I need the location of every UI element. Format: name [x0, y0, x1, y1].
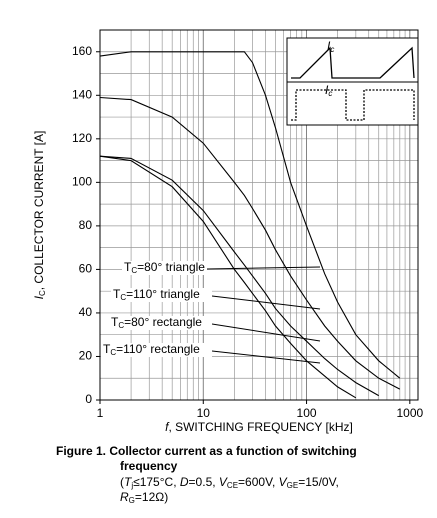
legend-label: =80° rectangle	[124, 315, 202, 329]
y-tick-label: 100	[72, 175, 92, 189]
caption-segment: =600V,	[238, 475, 279, 489]
leader-line	[211, 323, 321, 342]
leader-line	[211, 295, 321, 310]
curve	[99, 155, 357, 399]
y-tick-label: 140	[72, 87, 92, 101]
series-label: TC=110° rectangle	[103, 342, 200, 357]
y-axis-title: IC, COLLECTOR CURRENT [A]	[32, 131, 47, 300]
series-label: TC=80° rectangle	[111, 315, 202, 330]
legend-label: =110° triangle	[126, 287, 200, 301]
caption-segment: V	[219, 475, 228, 489]
x-tick-label: 1	[97, 406, 104, 420]
y-tick-label: 160	[72, 44, 92, 58]
label-symbol: T	[103, 342, 111, 356]
label-symbol: T	[124, 260, 132, 274]
label-bg	[109, 316, 212, 330]
curves	[99, 51, 401, 399]
caption-segment: (	[120, 475, 124, 489]
triangle-wave	[291, 46, 415, 79]
leader-line	[211, 350, 321, 364]
rectangle-wave	[291, 89, 415, 121]
inset-label: Ic	[325, 83, 332, 98]
caption-segment: GE	[287, 481, 299, 490]
x-tick-label: 10	[197, 406, 211, 420]
y-tick-label: 20	[79, 349, 93, 363]
caption-segment: R	[120, 490, 129, 504]
caption-segment: CE	[227, 481, 238, 490]
caption-segment: V	[279, 475, 288, 489]
label-bg	[101, 343, 212, 357]
caption-title: Figure 1. Collector current as a functio…	[56, 444, 357, 458]
legend-label: =80° triangle	[137, 260, 205, 274]
ticks: 0 20 40 60 80 100 120 140 160 1 10 100 1000	[72, 44, 424, 420]
caption-segment: =12Ω)	[135, 490, 168, 504]
curve	[99, 51, 401, 379]
label-bg	[111, 288, 212, 302]
curve	[99, 155, 379, 397]
caption-segment: D	[180, 475, 189, 489]
series-label: TC=80° triangle	[124, 260, 205, 275]
label-sub: C	[131, 266, 137, 275]
y-tick-label: 0	[85, 392, 92, 406]
x-axis-title: f, SWITCHING FREQUENCY [kHz]	[165, 420, 353, 434]
inset-label: Ic	[327, 39, 334, 54]
legend-label: =110° rectangle	[116, 342, 200, 356]
caption-params: (Tj≤175°C, D=0.5, VCE=600V, VGE=15/0V,	[120, 475, 339, 490]
inset: Ic Ic	[286, 37, 419, 126]
x-tick-label: 1000	[396, 406, 423, 420]
caption-title: frequency	[120, 459, 178, 473]
x-tick-label: 100	[297, 406, 317, 420]
label-symbol: T	[111, 315, 119, 329]
caption-segment: =15/0V,	[298, 475, 339, 489]
plot-frame	[99, 29, 419, 401]
caption-segment: G	[129, 496, 135, 505]
label-bg	[122, 261, 207, 275]
curve	[99, 96, 401, 390]
y-tick-label: 40	[79, 305, 93, 319]
y-tick-label: 120	[72, 131, 92, 145]
grid	[99, 30, 418, 401]
label-symbol: T	[113, 287, 121, 301]
leader-line	[206, 266, 321, 270]
y-tick-label: 60	[79, 262, 93, 276]
caption-params: RG=12Ω)	[120, 490, 168, 505]
label-sub: C	[120, 293, 126, 302]
y-tick-label: 80	[79, 218, 93, 232]
caption-segment: T	[124, 475, 133, 489]
label-sub: C	[110, 348, 116, 357]
caption-segment: j	[130, 481, 133, 490]
caption-segment: ≤175°C,	[133, 475, 180, 489]
series-label: TC=110° triangle	[113, 287, 200, 302]
label-sub: C	[118, 321, 124, 330]
caption-segment: =0.5,	[189, 475, 219, 489]
